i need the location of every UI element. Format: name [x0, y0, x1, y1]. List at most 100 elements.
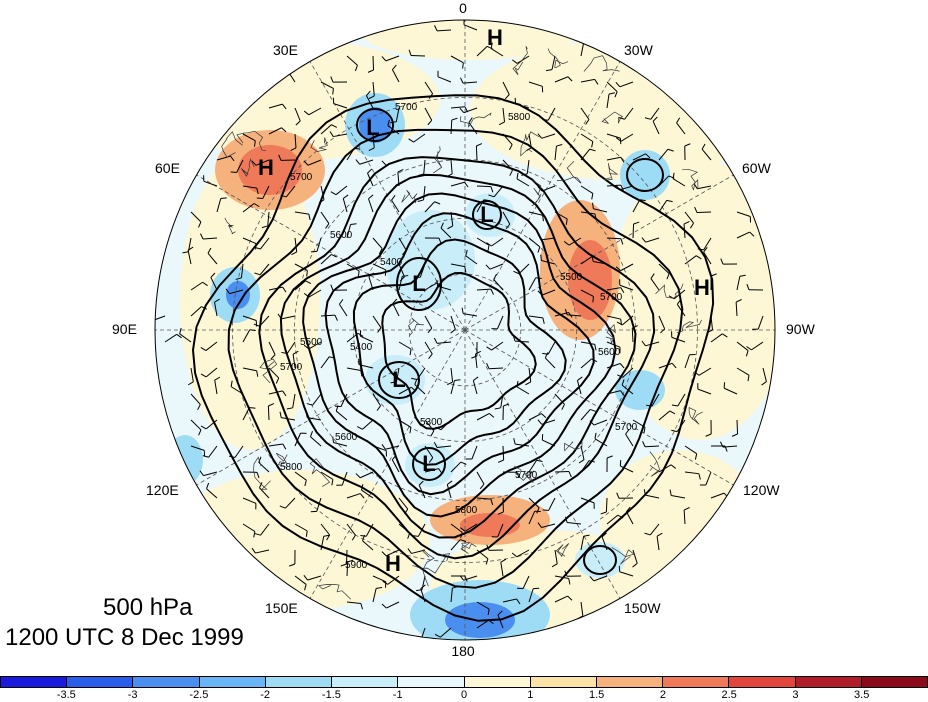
wind-barb: [312, 393, 322, 406]
wind-barb-flag: [594, 344, 597, 351]
wind-barb: [541, 133, 556, 139]
wind-barb: [234, 445, 244, 458]
wind-barb: [372, 263, 386, 271]
wind-barb: [620, 263, 634, 272]
wind-barb: [320, 471, 334, 480]
wind-barb-flag: [537, 419, 543, 425]
meridian-line: [196, 329, 466, 486]
colorbar-tick-label: -2.5: [189, 689, 209, 701]
wind-barb: [242, 315, 257, 321]
wind-barb: [424, 315, 433, 329]
wind-barb-flag: [253, 203, 260, 208]
wind-barb: [528, 588, 534, 603]
wind-barb: [320, 356, 330, 369]
wind-barb: [267, 405, 270, 421]
wind-barb: [762, 367, 767, 382]
wind-barb: [594, 438, 608, 447]
wind-barb-flag: [591, 193, 594, 200]
wind-barb: [723, 445, 738, 448]
wind-barb: [294, 471, 307, 481]
wind-barb-flag: [683, 507, 690, 511]
wind-barb: [497, 614, 504, 629]
contour-label: 5500: [300, 337, 323, 348]
wind-barb: [463, 107, 478, 114]
wind-barb: [398, 276, 403, 291]
wind-barb-flag: [620, 287, 625, 294]
wind-barb: [360, 471, 374, 479]
wind-barb-flag: [542, 215, 544, 222]
wind-barb-flag: [360, 603, 363, 610]
wind-barb: [625, 511, 634, 525]
wind-barb-flag: [428, 457, 434, 463]
wind-barb: [294, 523, 308, 532]
wind-barb-flag: [381, 56, 387, 62]
wind-barb: [515, 443, 530, 447]
wind-barb-flag: [650, 273, 655, 279]
wind-barb-flag: [565, 218, 568, 225]
wind-barb-flag: [360, 535, 367, 537]
wind-barb-flag: [377, 327, 382, 333]
wind-barb-flag: [620, 238, 624, 245]
wind-barb: [651, 393, 660, 407]
wind-barb-flag: [459, 527, 466, 532]
wind-barb: [242, 133, 256, 142]
wind-barb-flag: [508, 144, 513, 151]
lon-label-0: 0: [459, 0, 467, 16]
wind-barb-flag: [268, 403, 275, 407]
wind-barb-flag: [525, 381, 532, 386]
wind-barb-flag: [608, 92, 615, 95]
wind-barb: [606, 287, 621, 291]
wind-barb: [710, 492, 725, 499]
wind-barb-flag: [583, 534, 590, 537]
wind-barb-flag: [261, 225, 268, 229]
wind-barb: [528, 81, 543, 87]
wind-barb: [677, 393, 686, 407]
coastline: [253, 456, 271, 490]
wind-barb: [395, 107, 400, 122]
wind-barb-flag: [652, 116, 658, 122]
colorbar-segment: [332, 677, 399, 687]
wind-barb-flag: [306, 270, 308, 277]
closed-contour: [583, 545, 617, 575]
wind-barb: [736, 367, 750, 376]
wind-barb: [580, 42, 585, 57]
wind-barb-flag: [235, 277, 242, 280]
wind-barb: [736, 419, 739, 435]
wind-barb: [450, 523, 463, 533]
closed-contour: [626, 158, 664, 192]
wind-barb: [491, 341, 504, 351]
contour-label: 5500: [560, 272, 583, 283]
wind-barb: [242, 407, 250, 421]
wind-barb: [190, 367, 194, 382]
wind-barb: [650, 278, 660, 291]
wind-barb-flag: [355, 159, 361, 165]
wind-barb-flag: [465, 249, 468, 256]
wind-barb-flag: [591, 141, 594, 148]
wind-barb: [684, 211, 694, 224]
wind-barb: [606, 237, 622, 240]
wind-barb-flag: [355, 473, 361, 479]
wind-barb: [203, 180, 218, 187]
wind-barb: [476, 601, 490, 610]
wind-barb-flag: [402, 275, 409, 277]
wind-barb: [488, 367, 504, 370]
wind-barb: [450, 588, 453, 603]
wind-barb: [398, 263, 405, 278]
wind-barb: [320, 124, 332, 135]
wind-barb-flag: [511, 552, 518, 558]
datetime-label: 1200 UTC 8 Dec 1999: [5, 624, 244, 651]
wind-barb-flag: [451, 117, 458, 121]
wind-barb: [372, 575, 386, 583]
wind-barb-flag: [225, 288, 230, 294]
low-center: L: [366, 115, 380, 140]
wind-barb: [190, 281, 203, 291]
wind-barb: [308, 289, 322, 298]
wind-barb-flag: [428, 353, 433, 360]
wind-barb-flag: [378, 248, 383, 255]
wind-barb: [593, 575, 608, 582]
wind-barb: [580, 497, 595, 504]
height-contour: [352, 238, 567, 466]
wind-barb-flag: [210, 272, 216, 278]
wind-barb: [619, 81, 634, 88]
wind-barb: [310, 436, 322, 447]
